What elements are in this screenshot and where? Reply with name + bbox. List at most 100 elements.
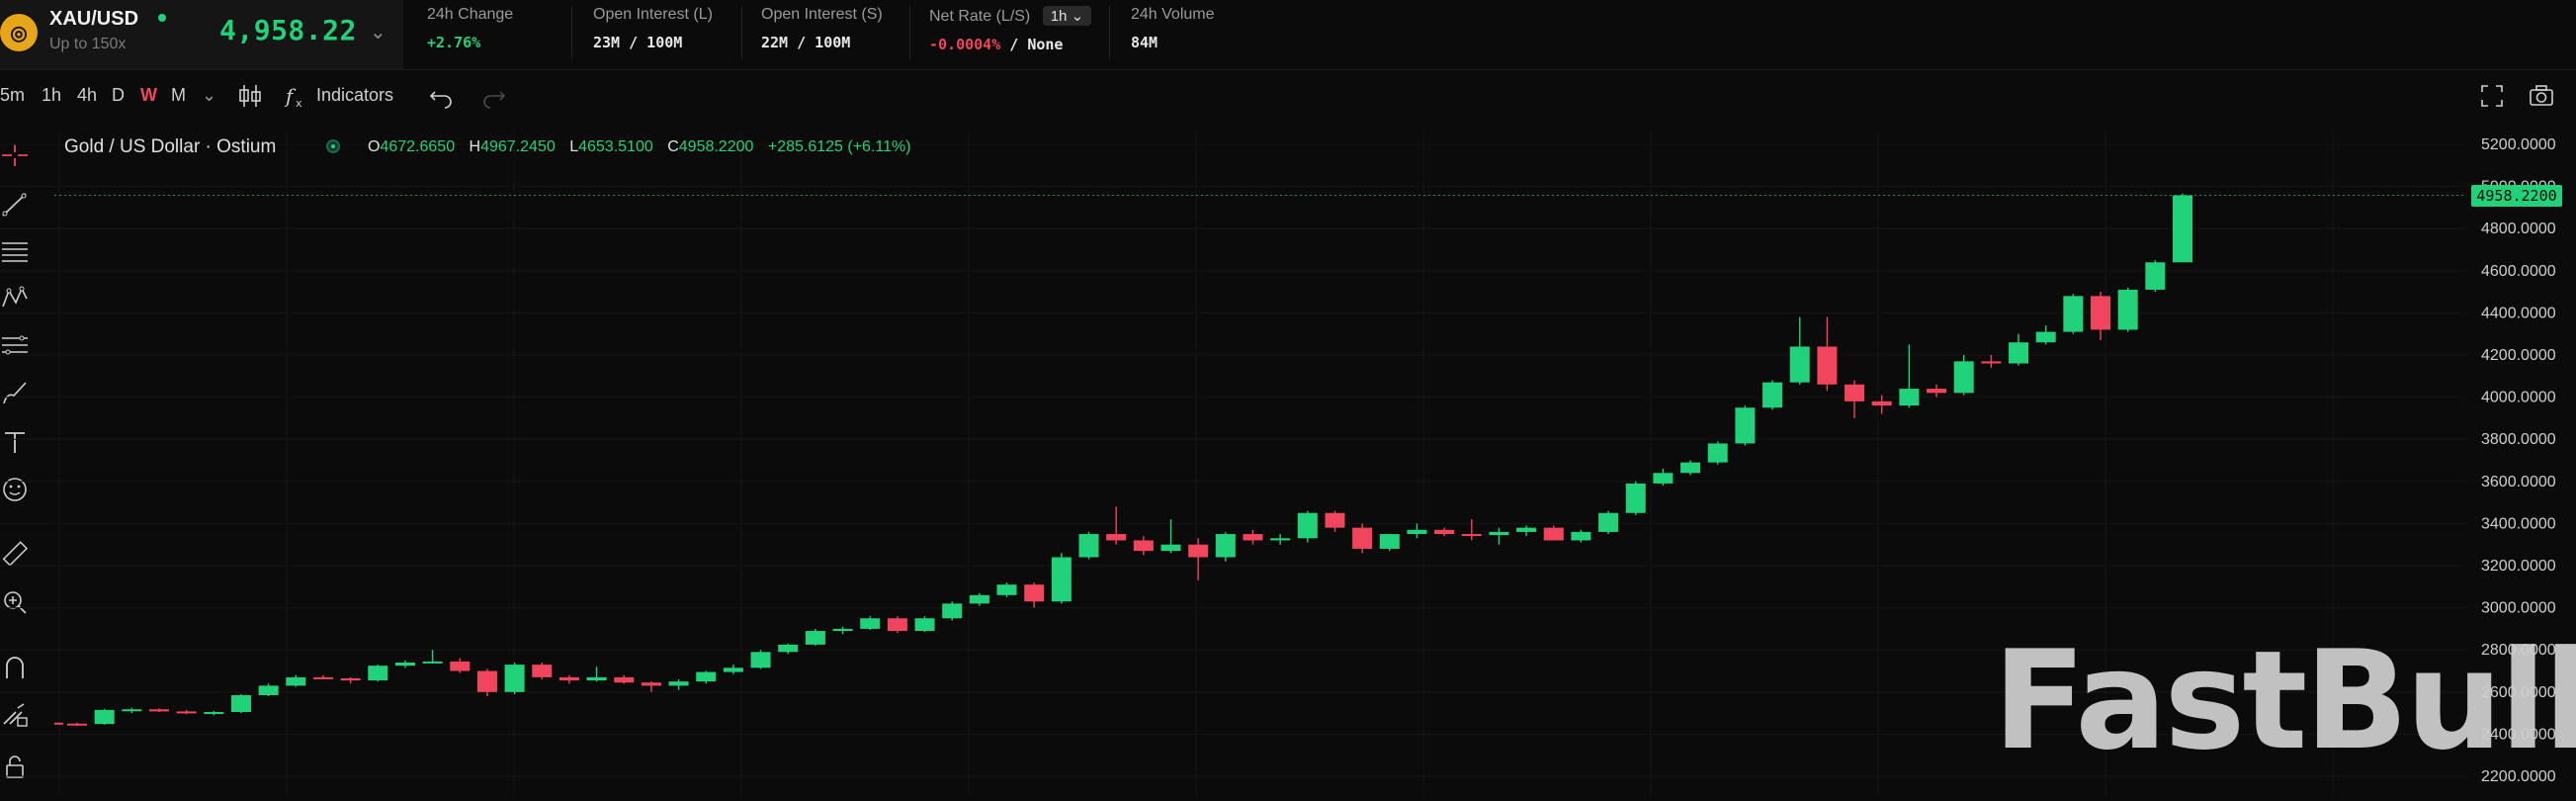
- candle-body: [1078, 534, 1099, 558]
- fib-retracement-icon[interactable]: [0, 330, 30, 360]
- emoji-icon[interactable]: [0, 475, 30, 504]
- gold-coin-icon: ◎: [0, 14, 38, 51]
- candlestick-type-icon[interactable]: [235, 81, 265, 111]
- candle-body: [504, 665, 525, 692]
- ruler-icon[interactable]: [0, 540, 30, 570]
- candle-body: [1899, 389, 1920, 406]
- chart-toolbar: 5m 1h 4h D W M ⌄ f x Indicators: [0, 75, 2576, 119]
- candle-body: [942, 603, 963, 619]
- stat-value: 22M / 100M: [761, 34, 851, 51]
- candle-body: [1817, 346, 1838, 385]
- crosshair-icon[interactable]: [0, 140, 30, 170]
- horizontal-lines-icon[interactable]: [0, 235, 30, 265]
- candle-body: [1571, 531, 1591, 541]
- candle-body: [1325, 512, 1345, 528]
- candle-body: [2145, 262, 2166, 290]
- candle-body: [1188, 544, 1209, 558]
- candle-body: [2091, 296, 2111, 330]
- stat-label: 24h Change: [427, 6, 514, 23]
- stat-net-rate: Net Rate (L/S) 1h ⌄ -0.0004% / None: [929, 6, 1092, 63]
- camera-icon[interactable]: [2527, 81, 2556, 111]
- candle-body: [1434, 529, 1455, 535]
- timeframe-w[interactable]: W: [140, 85, 157, 105]
- candle-body: [1707, 443, 1728, 463]
- candle-body: [1735, 407, 1756, 444]
- leverage-label: Up to 150x: [49, 36, 127, 52]
- candle-body: [286, 676, 306, 686]
- candle-body: [1845, 384, 1865, 401]
- divider: [1109, 6, 1110, 59]
- undo-icon[interactable]: [427, 81, 457, 111]
- net-rate-interval-select[interactable]: 1h ⌄: [1042, 6, 1092, 26]
- ohlc-open-key: O: [368, 138, 381, 155]
- timeframe-d[interactable]: D: [112, 85, 125, 105]
- candle-body: [750, 652, 771, 668]
- net-rate-short: None: [1027, 36, 1064, 53]
- market-header: ◎ XAU/USD Up to 150x 4,958.22 ⌄ 24h Chan…: [0, 0, 2576, 70]
- y-tick-label: 4800.0000: [2481, 221, 2556, 237]
- y-tick-label: 3400.0000: [2481, 515, 2556, 532]
- candle-body: [1106, 534, 1127, 541]
- candle-body: [696, 671, 717, 682]
- brush-icon[interactable]: [0, 378, 30, 407]
- magnet-icon[interactable]: [0, 653, 30, 682]
- zoom-in-icon[interactable]: [0, 587, 30, 617]
- symbol-selector[interactable]: ◎ XAU/USD Up to 150x 4,958.22 ⌄: [0, 0, 403, 69]
- stat-value: -0.0004% / None: [929, 36, 1091, 53]
- candle-body: [969, 594, 989, 604]
- candle-body: [586, 676, 607, 681]
- lock-drawing-icon[interactable]: [0, 700, 30, 730]
- timeframe-1h[interactable]: 1h: [42, 85, 62, 105]
- candle-body: [148, 709, 169, 712]
- candle-body: [1927, 389, 1947, 394]
- y-tick-label: 4200.0000: [2481, 347, 2556, 364]
- candle-body: [1024, 584, 1045, 602]
- ohlc-close: 4958.2200: [678, 138, 754, 155]
- candle-body: [558, 676, 579, 681]
- candle-body: [996, 584, 1017, 595]
- y-tick-label: 2400.0000: [2481, 726, 2556, 743]
- candle-body: [1598, 512, 1619, 532]
- stat-label: Open Interest (S): [761, 6, 883, 23]
- stat-24h-volume: 24h Volume 84M: [1131, 6, 1215, 63]
- y-tick-label: 5200.0000: [2481, 136, 2556, 153]
- candle-body: [2035, 331, 2056, 343]
- indicators-button[interactable]: Indicators: [316, 85, 394, 105]
- redo-icon[interactable]: [478, 81, 508, 111]
- function-fx-icon[interactable]: f x: [282, 81, 311, 111]
- timeframe-5m[interactable]: 5m: [0, 85, 26, 105]
- candle-body: [1981, 361, 2002, 364]
- lock-icon[interactable]: [0, 752, 30, 781]
- fullscreen-icon[interactable]: [2477, 81, 2507, 111]
- candle-body: [94, 709, 115, 725]
- candle-body: [914, 618, 935, 632]
- chevron-down-icon[interactable]: ⌄: [202, 85, 217, 105]
- timeframe-4h[interactable]: 4h: [77, 85, 98, 105]
- trend-line-icon[interactable]: [0, 190, 30, 220]
- y-tick-label: 2800.0000: [2481, 642, 2556, 659]
- text-tool-icon[interactable]: [0, 427, 30, 457]
- candle-body: [394, 662, 415, 667]
- candle-body: [641, 682, 661, 686]
- timeframe-m[interactable]: M: [171, 85, 186, 105]
- symbol-pair: XAU/USD: [49, 8, 139, 30]
- drawing-toolbar: [0, 119, 34, 801]
- candle-body: [805, 631, 825, 645]
- pattern-icon[interactable]: [0, 283, 30, 312]
- divider: [571, 6, 572, 59]
- candle-body: [1051, 557, 1072, 602]
- ohlc-low: 4653.5100: [578, 138, 653, 155]
- candle-body: [1215, 534, 1236, 558]
- y-tick-label: 3000.0000: [2481, 600, 2556, 617]
- candle-body: [340, 677, 361, 681]
- stat-value: +2.76%: [427, 34, 481, 51]
- candle-body: [832, 628, 853, 632]
- divider: [909, 6, 910, 59]
- candle-body: [1625, 483, 1646, 513]
- chevron-down-icon[interactable]: ⌄: [370, 22, 386, 44]
- current-price: 4,958.22: [219, 14, 357, 46]
- candle-body: [668, 681, 689, 686]
- candle-body: [312, 676, 333, 679]
